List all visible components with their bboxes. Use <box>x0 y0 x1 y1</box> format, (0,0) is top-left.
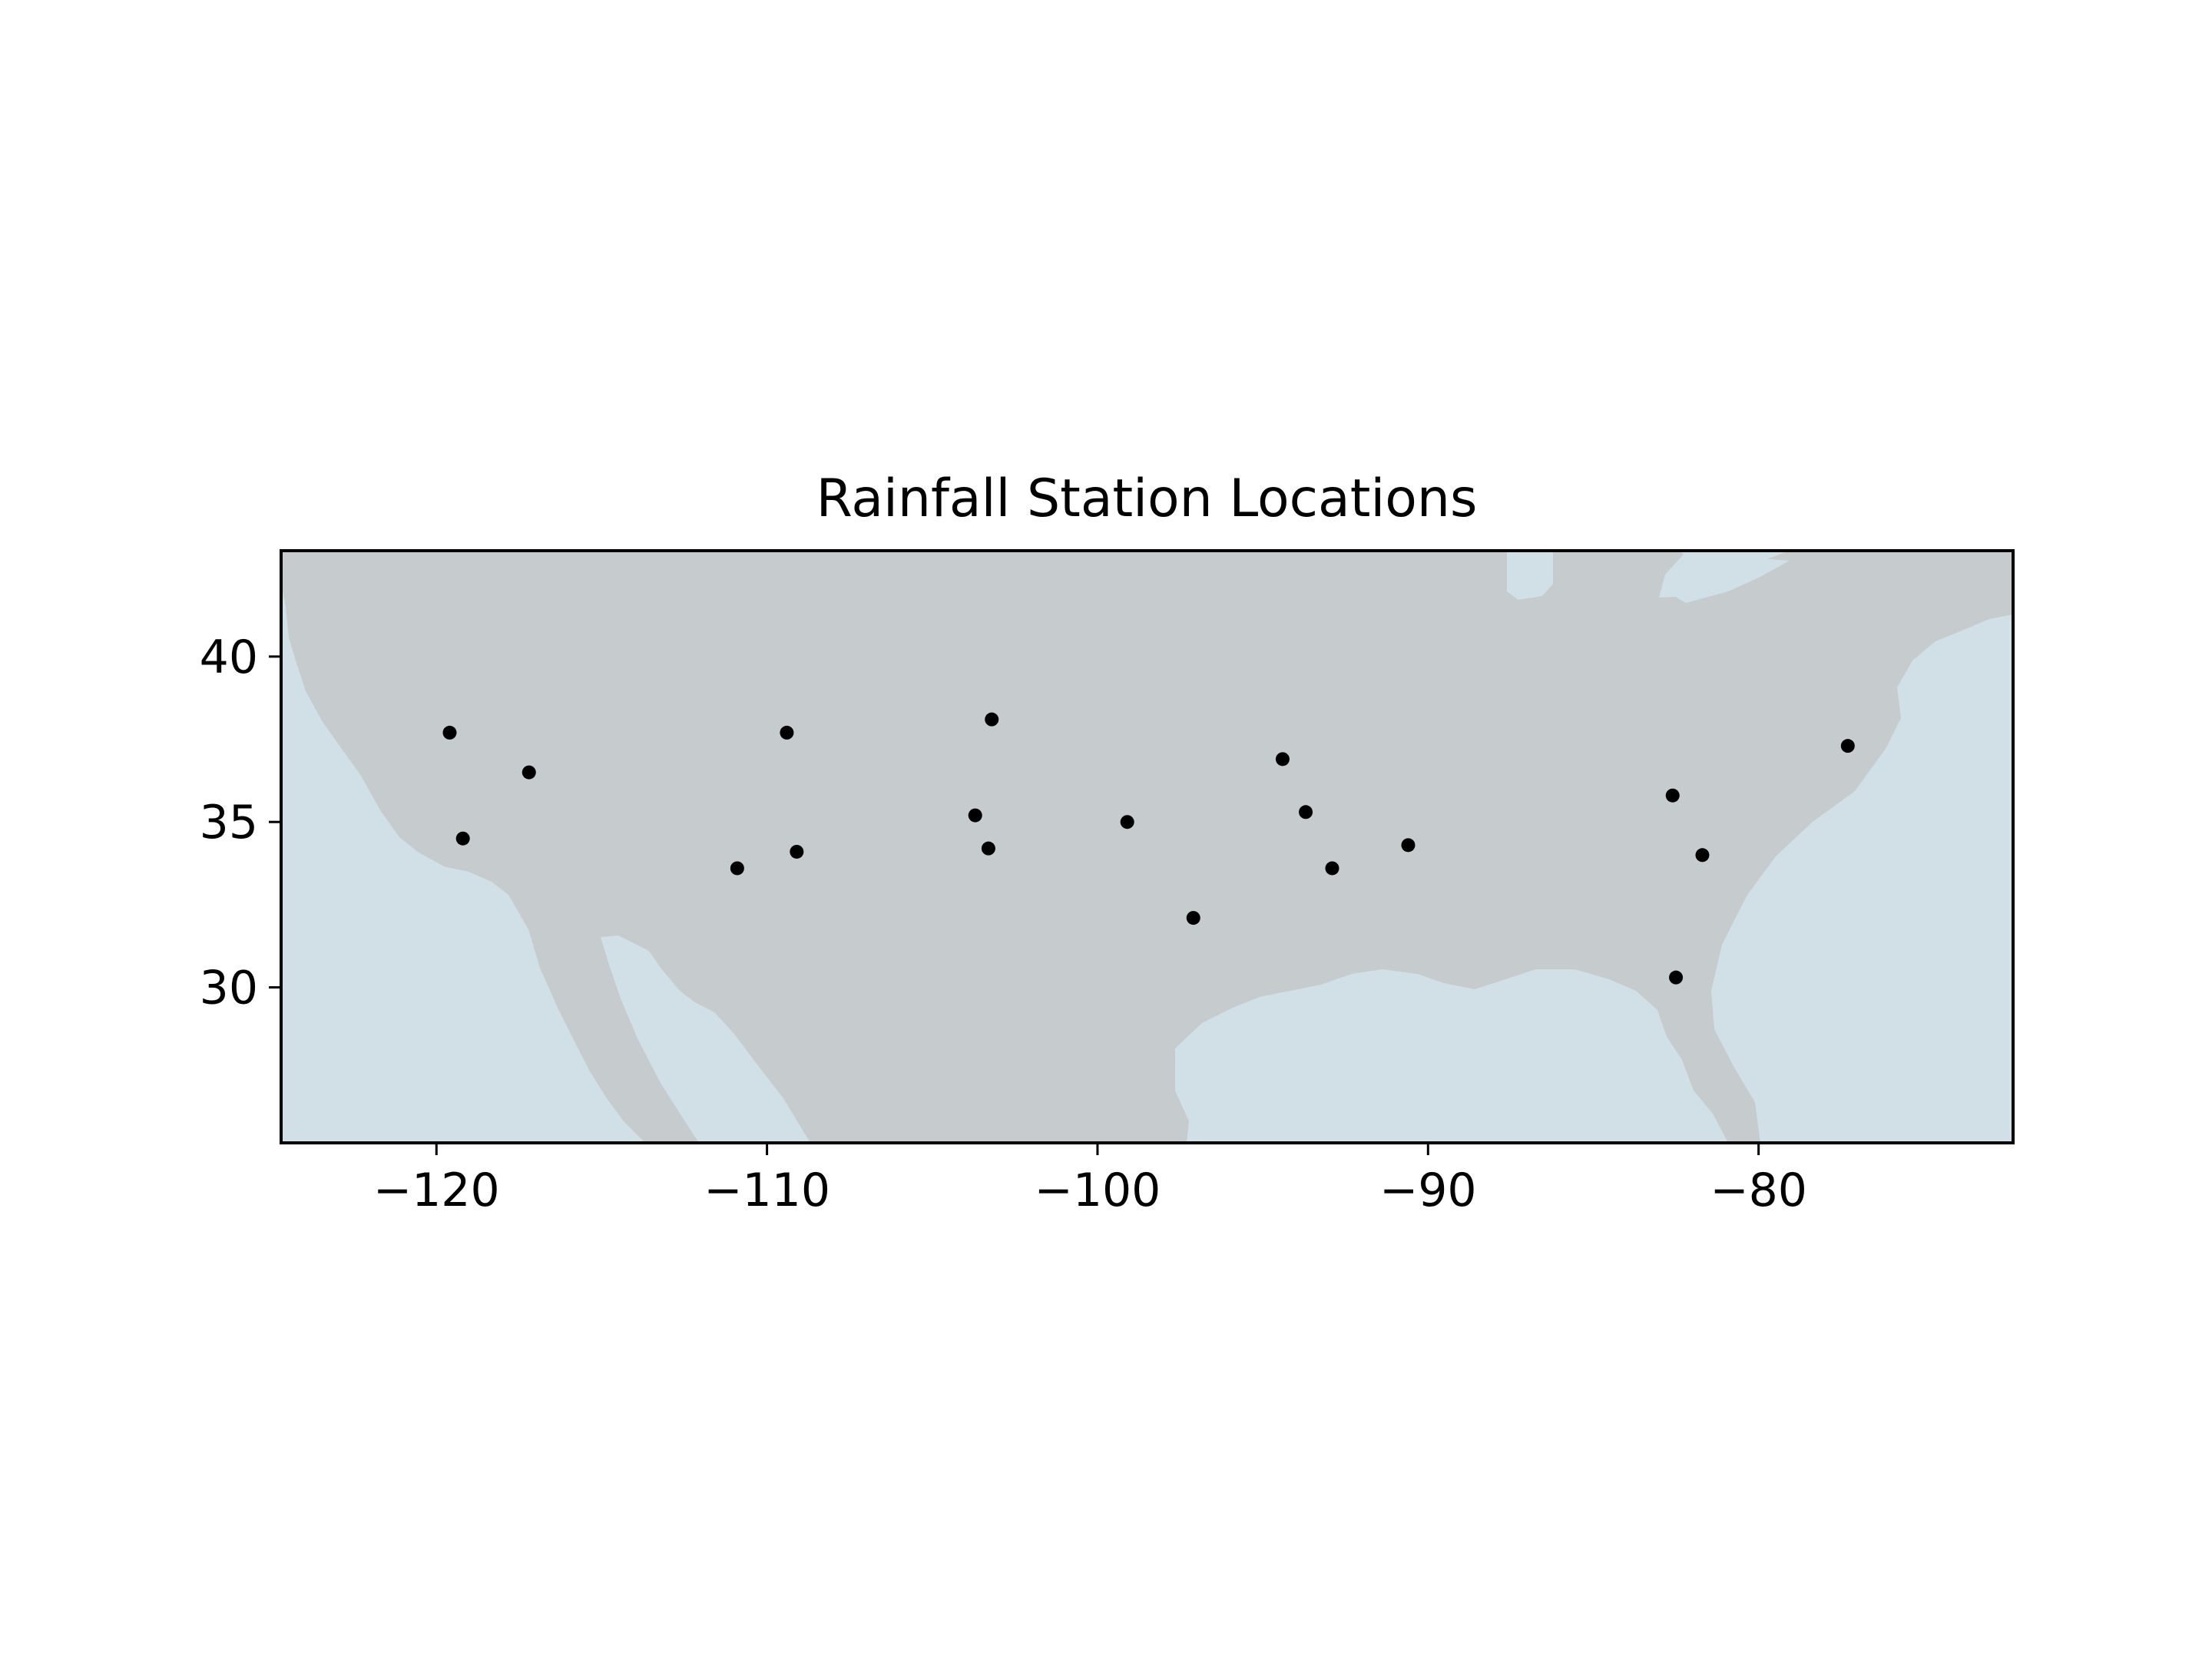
station-point-8 <box>968 808 982 823</box>
chart-title: Rainfall Station Locations <box>816 469 1478 529</box>
station-point-10 <box>1120 815 1134 830</box>
station-point-2 <box>522 765 536 780</box>
lake-region <box>1667 558 1790 603</box>
station-markers <box>442 712 1855 985</box>
station-point-18 <box>1669 970 1684 985</box>
station-point-13 <box>1299 805 1313 820</box>
station-point-16 <box>1665 788 1680 803</box>
station-point-19 <box>1840 739 1855 753</box>
land-mass <box>281 551 2013 1143</box>
station-point-1 <box>442 725 457 740</box>
station-point-4 <box>780 725 794 740</box>
plot-frame <box>280 549 2015 1144</box>
x-tick-label: −90 <box>1379 1164 1477 1217</box>
station-point-14 <box>1325 861 1339 876</box>
y-tick-label: 40 <box>200 631 258 684</box>
x-tick-label: −110 <box>704 1164 830 1217</box>
y-axis: 30 35 40 <box>200 631 281 1015</box>
station-point-6 <box>790 844 804 859</box>
map-area <box>281 551 2013 1143</box>
station-point-12 <box>1275 752 1290 767</box>
station-point-17 <box>1695 848 1710 863</box>
station-point-3 <box>455 831 470 846</box>
x-tick-label: −120 <box>373 1164 500 1217</box>
station-point-9 <box>981 841 995 856</box>
x-tick-label: −100 <box>1035 1164 1161 1217</box>
y-tick-label: 35 <box>200 796 258 849</box>
station-point-15 <box>1401 838 1416 853</box>
station-point-5 <box>730 861 744 876</box>
station-point-7 <box>985 712 999 727</box>
station-point-11 <box>1186 911 1200 926</box>
x-axis: −120 −110 −100 −90 −80 <box>373 1143 1807 1217</box>
y-tick-label: 30 <box>200 962 258 1015</box>
x-tick-label: −80 <box>1710 1164 1807 1217</box>
